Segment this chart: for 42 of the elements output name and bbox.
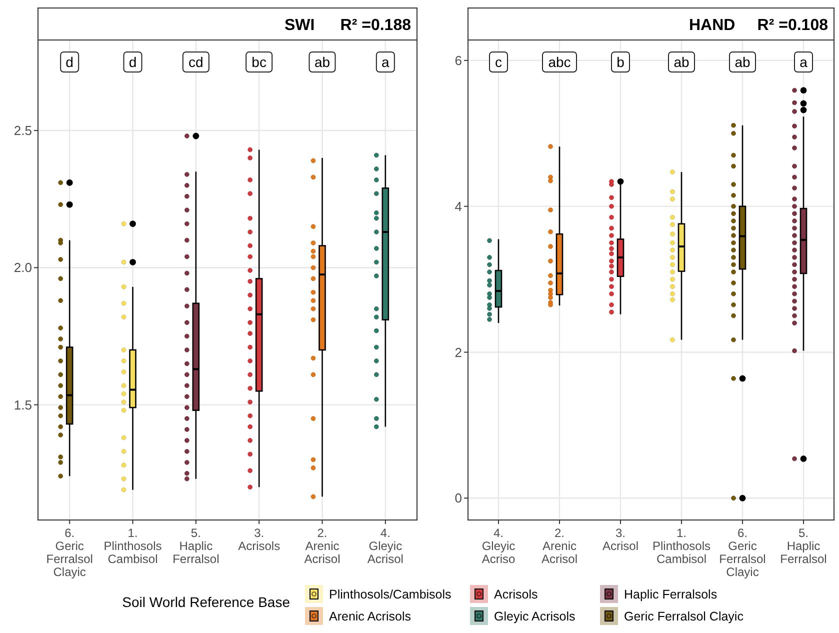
x-tick-label: 6. Geric Ferralsol Clayic <box>46 526 93 579</box>
y-tick-label: 2.5 <box>14 123 32 138</box>
annotation: a <box>800 54 808 70</box>
annotation: ab <box>734 54 750 70</box>
legend-title: Soil World Reference Base <box>122 594 290 610</box>
chart-subtitle: R² =0.188 <box>340 17 412 34</box>
annotation: bc <box>252 54 266 70</box>
annotation: abc <box>548 54 571 70</box>
annotation: ab <box>314 54 330 70</box>
chart-title: SWI <box>284 17 315 34</box>
x-tick-label: 1. Plinthosols Cambisol <box>652 526 711 566</box>
x-tick-label: 3. Acrisols <box>238 526 280 553</box>
x-tick-label: 4. Gleyic Acriso <box>482 526 516 566</box>
x-tick-label: 2. Arenic Acrisol <box>541 526 578 566</box>
x-tick-label: 5. Haplic Ferralsol <box>780 526 827 566</box>
annotation: d <box>128 54 137 70</box>
annotation: b <box>616 54 625 70</box>
legend-label: Plinthosols/Cambisols <box>329 587 452 602</box>
annotation: d <box>66 54 74 70</box>
annotation: c <box>495 54 502 70</box>
y-tick-label: 4 <box>454 198 462 214</box>
legend-label: Arenic Acrisols <box>329 609 411 624</box>
annotation: cd <box>188 54 204 70</box>
y-tick-label: 6 <box>454 52 462 68</box>
legend-label: Gleyic Acrisols <box>494 609 576 624</box>
x-tick-label: 5. Haplic Ferralsol <box>172 526 220 566</box>
x-tick-label: 6. Geric Ferralsol Clayic <box>719 526 766 579</box>
y-tick-label: 0 <box>454 490 462 506</box>
x-tick-label: 4. Gleyic Acrisol <box>367 526 404 566</box>
x-tick-label: 2. Arenic Acrisol <box>304 526 340 566</box>
annotation: a <box>382 54 390 70</box>
x-tick-label: 1. Plinthosols Cambisol <box>104 526 162 566</box>
x-tick-label: 3. Acrisol <box>602 526 639 553</box>
legend-label: Haplic Ferralsols <box>624 587 718 602</box>
chart-subtitle: R² =0.108 <box>757 17 828 34</box>
y-tick-label: 1.5 <box>14 397 32 412</box>
y-tick-label: 2.0 <box>14 260 32 276</box>
legend-label: Acrisols <box>494 587 538 602</box>
y-tick-label: 2 <box>454 344 462 360</box>
annotation: ab <box>674 54 690 70</box>
chart-title: HAND <box>688 17 736 34</box>
legend-label: Geric Ferralsol Clayic <box>624 609 744 624</box>
